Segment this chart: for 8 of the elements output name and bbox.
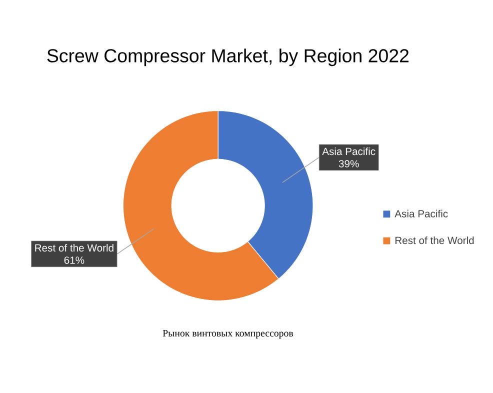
data-label: 39% <box>338 160 359 168</box>
text: Рынок винтовых компрессоров <box>162 330 294 339</box>
slice-label: Asia Pacific <box>322 148 376 156</box>
slice-label: Rest of the World <box>35 244 114 252</box>
chart-title: Screw Compressor Market, by Region 2022 <box>47 48 409 66</box>
legend-label: Asia Pacific <box>394 210 448 218</box>
legend-label: Rest of the World <box>395 236 474 244</box>
data-label: 61% <box>64 256 84 264</box>
